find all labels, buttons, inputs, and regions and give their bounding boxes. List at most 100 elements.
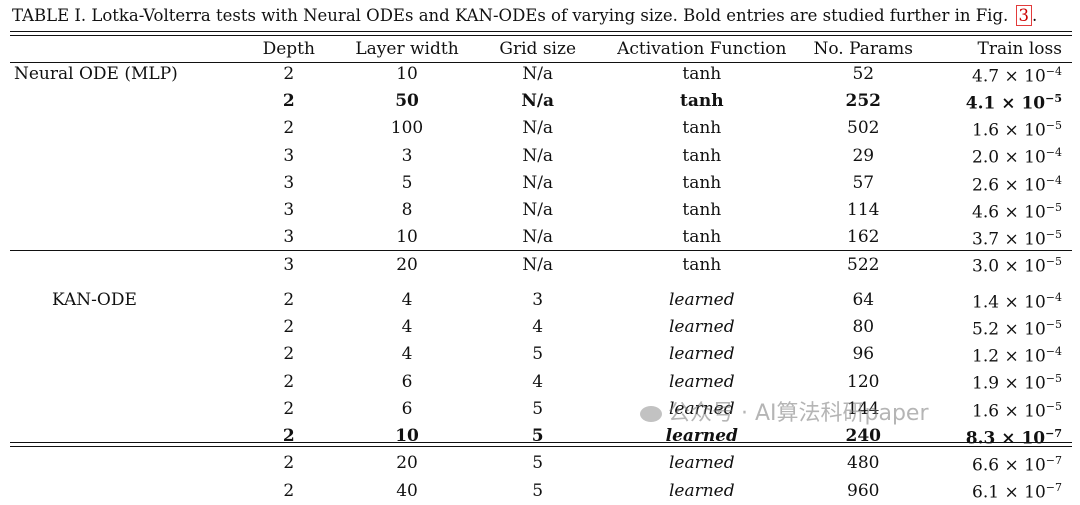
depth-cell: 3 — [283, 145, 295, 166]
loss-mantissa: 3.0 — [972, 257, 1000, 277]
activation-cell: learned — [668, 453, 735, 474]
grid-size-cell: 4 — [532, 371, 544, 392]
grid-size-cell: 5 — [532, 398, 544, 419]
loss-mantissa: 2.6 — [972, 175, 1000, 196]
train-loss-cell: 1.9 × 10−5 — [915, 368, 1072, 395]
loss-exponent: −7 — [1045, 426, 1062, 440]
loss-mantissa: 4.6 — [972, 202, 1000, 223]
table-row: 3 10 N/a tanh 162 3.7 × 10−5 — [10, 224, 1072, 251]
empty-cell — [10, 368, 247, 395]
table-row: KAN-ODE 2 4 3 learned 64 1.4 × 10−4 — [10, 279, 1072, 314]
layer-width-cell: 100 — [390, 118, 424, 139]
times-ten: × 10 — [999, 148, 1046, 168]
depth-cell: 2 — [283, 289, 295, 310]
section-label: Neural ODE (MLP) — [14, 63, 178, 84]
train-loss-cell: 4.6 × 10−5 — [915, 197, 1072, 224]
times-ten: × 10 — [999, 202, 1046, 223]
times-ten: × 10 — [999, 66, 1046, 87]
grid-size-cell: 4 — [532, 317, 544, 338]
loss-mantissa: 5.2 — [972, 319, 1000, 340]
params-cell: 29 — [852, 145, 875, 166]
empty-cell — [10, 197, 247, 224]
activation-cell: tanh — [682, 118, 722, 139]
top-rule — [10, 31, 1072, 33]
table-row: 3 3 N/a tanh 29 2.0 × 10−4 — [10, 142, 1072, 169]
grid-size-cell: 5 — [532, 344, 544, 365]
depth-cell: 2 — [283, 344, 295, 365]
loss-exponent: −4 — [1045, 173, 1062, 187]
layer-width-cell: 40 — [396, 480, 418, 501]
grid-size-cell: N/a — [521, 91, 555, 112]
table-row: Neural ODE (MLP) 2 10 N/a tanh 52 4.7 × 10−4 — [10, 61, 1072, 88]
watermark: 公众号 · AI算法科研paper — [640, 395, 929, 427]
depth-cell: 2 — [283, 118, 295, 139]
loss-exponent: −7 — [1045, 454, 1062, 468]
empty-cell — [10, 170, 247, 197]
bottom-rule — [10, 442, 1072, 444]
table-row: 2 40 5 learned 960 6.1 × 10−7 — [10, 477, 1072, 504]
loss-mantissa: 1.9 — [972, 374, 1000, 394]
activation-cell: learned — [668, 344, 735, 365]
table-row: 2 10 5 learned 240 8.3 × 10−7 — [10, 423, 1072, 450]
loss-exponent: −4 — [1045, 345, 1062, 359]
column-header-1: Depth — [262, 39, 315, 59]
watermark-text: 公众号 · AI算法科研paper — [668, 401, 929, 426]
depth-cell: 2 — [283, 453, 295, 474]
times-ten: × 10 — [999, 175, 1046, 196]
layer-width-cell: 20 — [396, 453, 418, 474]
loss-mantissa: 1.6 — [972, 120, 1000, 141]
grid-size-cell: 3 — [532, 289, 544, 310]
empty-cell — [10, 251, 247, 278]
empty-cell — [10, 396, 247, 423]
layer-width-cell: 4 — [401, 317, 413, 338]
figure-reference-link[interactable]: 3 — [1015, 5, 1033, 26]
loss-exponent: −5 — [1045, 119, 1062, 133]
params-cell: 52 — [852, 63, 875, 84]
grid-size-cell: 5 — [532, 480, 544, 501]
loss-mantissa: 2.0 — [972, 148, 1000, 168]
empty-cell — [10, 115, 247, 142]
empty-cell — [10, 477, 247, 504]
loss-exponent: −5 — [1045, 372, 1062, 386]
empty-cell — [10, 142, 247, 169]
times-ten: × 10 — [999, 292, 1046, 313]
grid-size-cell: N/a — [522, 145, 554, 166]
times-ten: × 10 — [995, 428, 1046, 449]
depth-cell: 2 — [283, 398, 295, 419]
train-loss-cell: 1.2 × 10−4 — [915, 341, 1072, 368]
layer-width-cell: 8 — [401, 200, 413, 221]
params-cell: 57 — [852, 172, 875, 193]
times-ten: × 10 — [999, 257, 1046, 277]
layer-width-cell: 3 — [401, 145, 413, 166]
times-ten: × 10 — [999, 346, 1046, 367]
loss-mantissa: 4.1 — [965, 93, 996, 114]
params-cell: 240 — [845, 426, 882, 447]
loss-exponent: −5 — [1045, 200, 1062, 214]
grid-size-cell: N/a — [522, 200, 554, 221]
column-header-4: Activation Function — [617, 39, 787, 59]
caption-end: . — [1032, 6, 1038, 25]
activation-cell: learned — [668, 317, 735, 338]
times-ten: × 10 — [999, 319, 1046, 340]
activation-cell: learned — [665, 426, 738, 447]
activation-cell: tanh — [682, 254, 722, 275]
caption-text: TABLE I. Lotka-Volterra tests with Neura… — [12, 6, 1009, 25]
table-row: 2 4 5 learned 96 1.2 × 10−4 — [10, 341, 1072, 368]
layer-width-cell: 4 — [401, 344, 413, 365]
table-row: 2 50 N/a tanh 252 4.1 × 10−5 — [10, 88, 1072, 115]
times-ten: × 10 — [999, 455, 1046, 476]
column-header-2: Layer width — [355, 39, 459, 59]
table-row: 3 20 N/a tanh 522 3.0 × 10−5 — [10, 251, 1072, 278]
params-cell: 96 — [852, 344, 875, 365]
loss-mantissa: 8.3 — [965, 428, 996, 449]
times-ten: × 10 — [999, 120, 1046, 141]
top-rule-inner — [10, 35, 1072, 37]
depth-cell: 2 — [283, 371, 295, 392]
params-cell: 144 — [847, 398, 880, 419]
header-rule — [10, 62, 1072, 64]
layer-width-cell: 5 — [401, 172, 413, 193]
results-table: Depth Layer width Grid size Activation Func… — [10, 38, 1072, 505]
depth-cell: 2 — [283, 317, 295, 338]
column-header-6: Train loss — [977, 39, 1062, 59]
empty-cell — [10, 314, 247, 341]
